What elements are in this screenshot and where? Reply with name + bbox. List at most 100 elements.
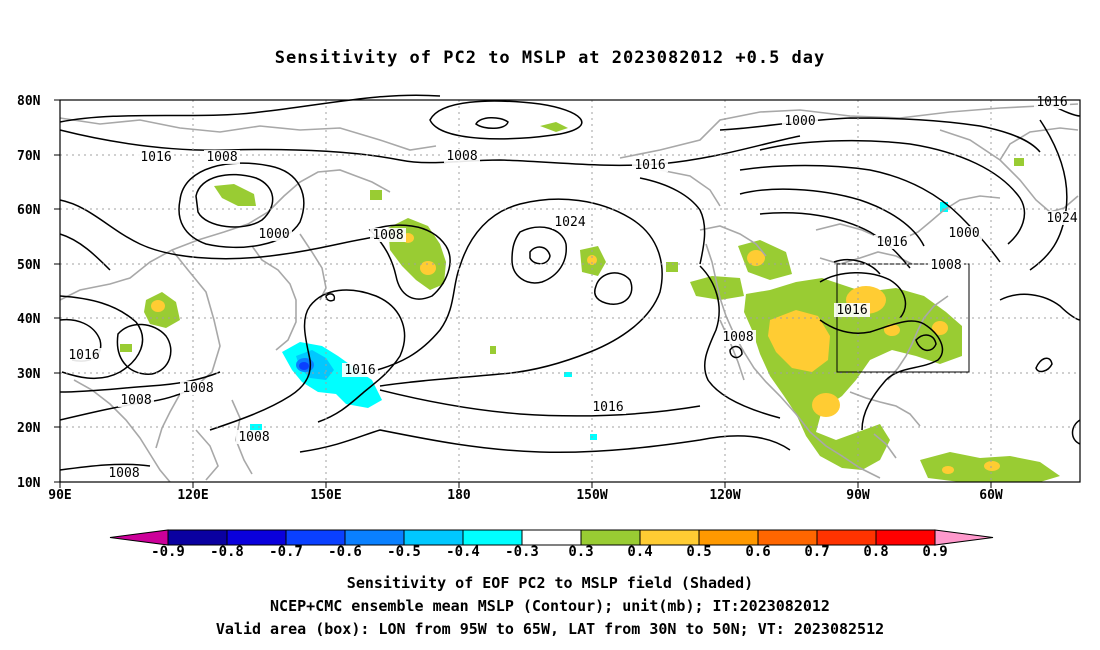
contour-label: 1008 [446, 149, 477, 164]
contour-label-bg [106, 466, 142, 480]
contour-label: 1000 [258, 227, 289, 242]
contour-label: 1008 [182, 381, 213, 396]
contour-label-bg [590, 400, 626, 414]
contour-label: 1000 [784, 114, 815, 129]
contour-label: 1008 [930, 258, 961, 273]
lon-tick-label: 90W [846, 488, 870, 503]
caption-contour: NCEP+CMC ensemble mean MSLP (Contour); u… [270, 597, 830, 615]
contour-label: 1008 [108, 466, 139, 481]
contour-labels: 1016 1008 1000 1008 1016 1024 1008 1000 1016 1000… [66, 95, 1080, 481]
colorbar-label: -0.9 [151, 544, 185, 560]
contour-label: 1016 [836, 303, 867, 318]
contour-label: 1008 [238, 430, 269, 445]
colorbar-label: -0.5 [387, 544, 421, 560]
contour-label-bg [342, 363, 378, 377]
colorbar-segment [403, 529, 464, 546]
colorbar-label: -0.3 [505, 544, 539, 560]
contour-label: 1008 [206, 150, 237, 165]
lat-tick-labels: 80N 70N 60N 50N 40N 30N 20N 10N [17, 94, 41, 491]
contour-label: 1016 [140, 150, 171, 165]
colorbar-segment [875, 529, 936, 546]
colorbar-label: 0.7 [804, 544, 829, 560]
colorbar-arrow-low [109, 529, 169, 546]
contour-label-bg [928, 258, 964, 272]
contour-label-bg [444, 149, 480, 163]
contour-label-bg [552, 215, 588, 229]
contour-label: 1016 [68, 348, 99, 363]
contour-label-bg [180, 381, 216, 395]
caption-shading: Sensitivity of EOF PC2 to MSLP field (Sh… [346, 574, 754, 592]
contour-label-bg [1034, 95, 1070, 109]
lat-tick-label: 10N [17, 476, 41, 491]
colorbar-segment [698, 529, 759, 546]
lon-tick-label: 150W [576, 488, 607, 503]
contour-label-bg [370, 228, 406, 242]
colorbar-segment [462, 529, 523, 546]
colorbar-label: 0.5 [686, 544, 711, 560]
lat-tick-label: 40N [17, 312, 41, 327]
colorbar-segment [816, 529, 877, 546]
contour-label-bg [236, 430, 272, 444]
colorbar-label: -0.4 [446, 544, 480, 560]
colorbar-segment [285, 529, 346, 546]
colorbar-segment [639, 529, 700, 546]
colorbar-label: 0.8 [863, 544, 888, 560]
valid-area-box [836, 263, 970, 373]
contour-label-bg [834, 303, 870, 317]
contour-label-bg [138, 150, 174, 164]
contour-label: 1008 [372, 228, 403, 243]
contour-label-bg [632, 158, 668, 172]
contour-label-bg [1044, 211, 1080, 225]
contour-label-bg [946, 226, 982, 240]
contour-label: 1000 [948, 226, 979, 241]
colorbar-segment [757, 529, 818, 546]
contour-label: 1016 [344, 363, 375, 378]
caption-valid-area: Valid area (box): LON from 95W to 65W, L… [215, 620, 885, 638]
colorbar-label: 0.3 [568, 544, 593, 560]
lon-tick-label: 180 [447, 488, 471, 503]
lat-tick-label: 60N [17, 203, 41, 218]
colorbar-segment [580, 529, 641, 546]
map-title: Sensitivity of PC2 to MSLP at 2023082012… [274, 48, 826, 68]
contour-label: 1016 [634, 158, 665, 173]
colorbar-label: 0.9 [922, 544, 947, 560]
lat-tick-label: 70N [17, 149, 41, 164]
plot-frame [59, 99, 1081, 483]
lat-tick-label: 50N [17, 258, 41, 273]
colorbar-label: 0.4 [627, 544, 652, 560]
colorbar-labels: -0.9 -0.8 -0.7 -0.6 -0.5 -0.4 -0.3 0.3 0… [151, 544, 948, 560]
contour-label: 1024 [1046, 211, 1077, 226]
colorbar [109, 529, 994, 546]
contour-label: 1016 [592, 400, 623, 415]
contour-label: 1024 [554, 215, 585, 230]
lon-tick-label: 90E [48, 488, 71, 503]
lon-tick-label: 150E [310, 488, 341, 503]
colorbar-segment [226, 529, 287, 546]
colorbar-label: -0.7 [269, 544, 303, 560]
coastlines [59, 103, 1079, 483]
sensitivity-shading [120, 122, 1060, 482]
lat-tick-label: 80N [17, 94, 41, 109]
lat-tick-label: 30N [17, 367, 41, 382]
colorbar-segment [521, 529, 582, 546]
colorbar-label: -0.8 [210, 544, 244, 560]
lon-tick-label: 120E [177, 488, 208, 503]
contour-label-bg [256, 227, 292, 241]
contour-label: 1008 [722, 330, 753, 345]
colorbar-arrow-high [934, 529, 994, 546]
colorbar-segment [344, 529, 405, 546]
lon-tick-labels: 90E 120E 150E 180 150W 120W 90W 60W [48, 488, 1003, 503]
contour-label-bg [782, 114, 818, 128]
colorbar-segment [167, 529, 228, 546]
contour-label: 1016 [1036, 95, 1067, 110]
lon-tick-label: 60W [979, 488, 1003, 503]
contour-label-bg [204, 150, 240, 164]
contour-label: 1008 [120, 393, 151, 408]
lat-tick-label: 20N [17, 421, 41, 436]
contour-label-bg [874, 235, 910, 249]
colorbar-label: -0.6 [328, 544, 362, 560]
contour-label: 1016 [876, 235, 907, 250]
lon-tick-label: 120W [709, 488, 740, 503]
contour-label-bg [118, 393, 154, 407]
